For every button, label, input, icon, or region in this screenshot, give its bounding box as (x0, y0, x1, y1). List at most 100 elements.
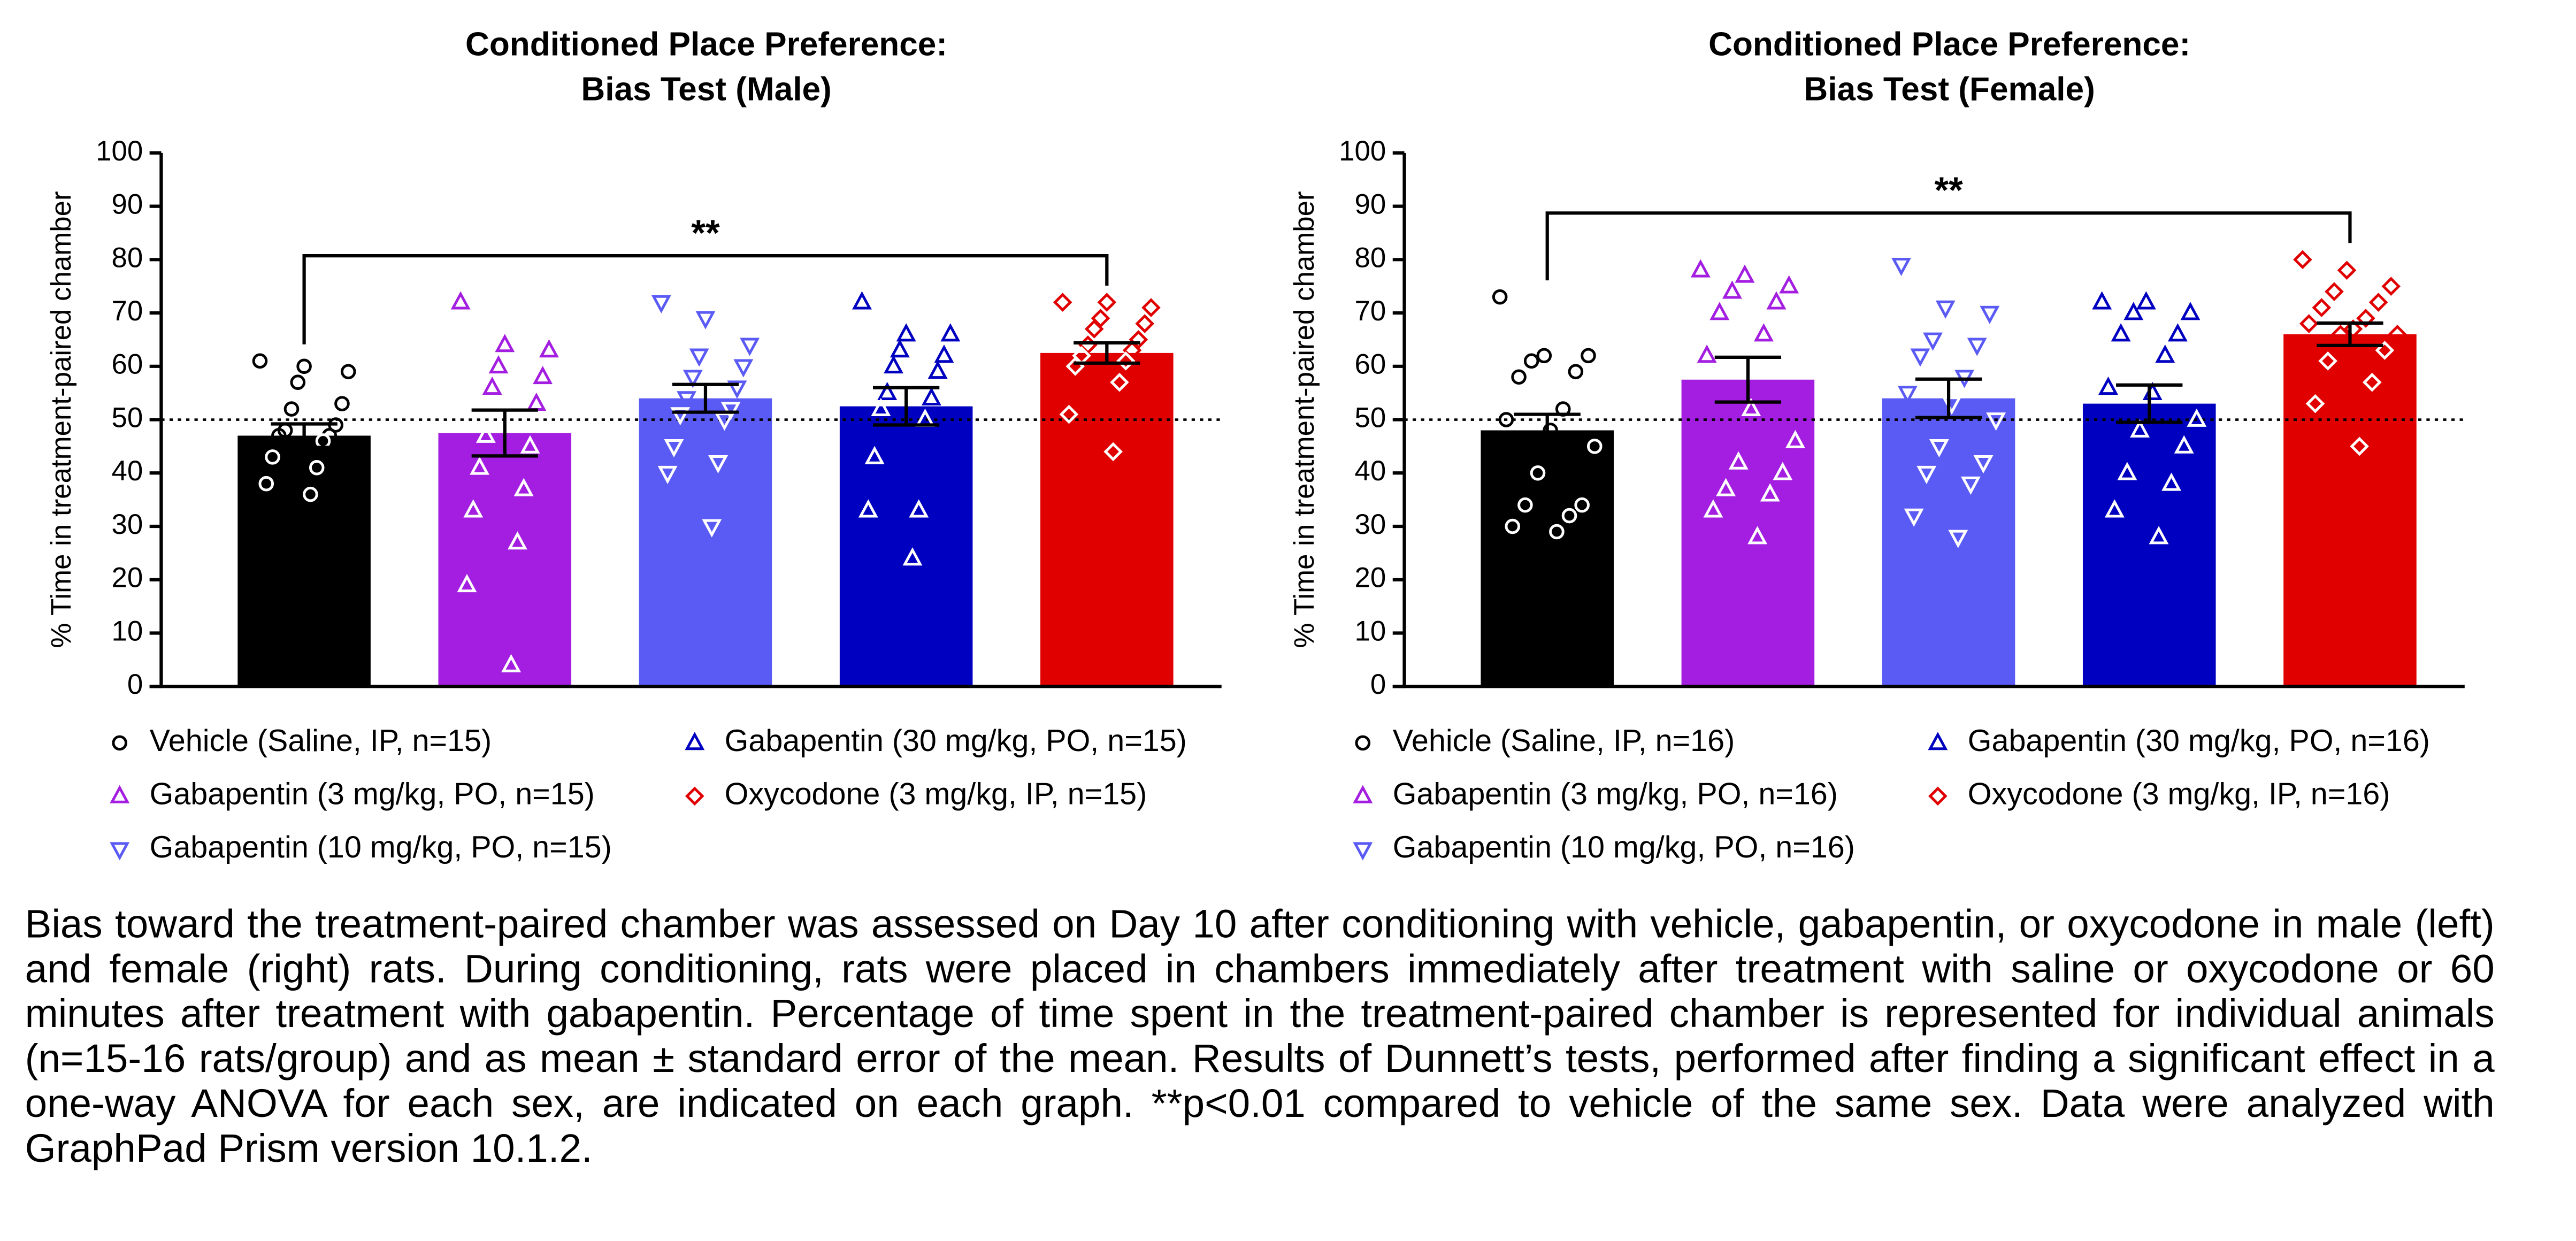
legend-marker (1353, 842, 1373, 861)
data-point (1897, 386, 1918, 404)
data-point (1747, 526, 1768, 545)
data-point (657, 465, 678, 485)
data-point (296, 358, 312, 374)
data-point (1543, 423, 1558, 438)
data-point (309, 460, 325, 476)
significance-bracket (1545, 211, 2352, 281)
data-point (1960, 476, 1981, 495)
data-point (1948, 530, 1968, 548)
data-point (1935, 300, 1956, 319)
y-tick-label: 10 (1355, 615, 1386, 647)
charts: Conditioned Place Preference: Bias Test (… (45, 26, 2465, 864)
bar (639, 398, 772, 687)
data-point (871, 397, 891, 416)
data-point (1891, 257, 1911, 277)
data-point (2136, 291, 2156, 310)
data-point (2174, 435, 2194, 454)
data-point (1084, 319, 1104, 339)
error-bar (2317, 321, 2383, 348)
data-point (1135, 314, 1154, 333)
data-point (1929, 439, 1949, 458)
error-bar (672, 382, 739, 414)
data-point (1910, 348, 1930, 367)
y-tick-label: 20 (111, 562, 143, 594)
data-point (1110, 372, 1129, 392)
data-point (2111, 323, 2131, 342)
data-point (2337, 261, 2357, 280)
data-point (513, 478, 534, 496)
data-point (2375, 341, 2395, 360)
significance-label: ** (691, 213, 720, 254)
data-point (689, 348, 709, 367)
data-point (702, 519, 722, 538)
significance-bracket (302, 254, 1109, 344)
data-point (1517, 497, 1533, 513)
error-bar (1714, 355, 1782, 404)
data-point (1059, 404, 1079, 424)
data-point (1536, 348, 1552, 364)
data-point (2299, 314, 2319, 333)
y-tick-label: 40 (1355, 455, 1386, 487)
caption: Bias toward the treatment-paired chamber… (25, 902, 2495, 1172)
data-point (265, 449, 280, 465)
data-point (1586, 439, 1603, 454)
y-tick-label: 80 (111, 242, 143, 273)
data-point (340, 364, 356, 380)
error-bar (873, 386, 940, 427)
data-point (303, 486, 318, 502)
legend-label: Oxycodone (3 mg/kg, IP, n=15) (725, 777, 1147, 811)
data-point (1716, 478, 1736, 496)
data-point (677, 391, 697, 410)
legend-marker (685, 786, 704, 806)
data-point (1785, 430, 1805, 448)
data-point (2167, 323, 2188, 342)
y-tick-label: 0 (127, 669, 143, 700)
data-point (258, 476, 274, 492)
data-point (2161, 472, 2182, 491)
data-point (896, 323, 916, 342)
data-point (283, 401, 300, 417)
y-tick-label: 80 (1355, 242, 1386, 273)
y-tick-label: 10 (111, 615, 143, 647)
y-tick-label: 60 (111, 349, 143, 380)
legend-marker (1928, 786, 1948, 806)
data-point (2381, 277, 2401, 296)
data-point (2388, 325, 2407, 344)
data-point (1722, 280, 1742, 299)
data-point (1574, 497, 1590, 513)
y-tick-label: 30 (111, 509, 143, 540)
data-point (501, 654, 522, 672)
data-point (1923, 332, 1943, 351)
bar (1040, 353, 1174, 687)
y-tick-label: 90 (1355, 189, 1386, 220)
y-tick-label: 90 (111, 189, 143, 220)
data-point (2117, 462, 2137, 480)
error-bar (271, 422, 338, 449)
data-point (720, 402, 741, 420)
data-point (708, 455, 729, 474)
bar (1481, 430, 1614, 687)
data-point (1703, 499, 1723, 518)
data-point (2123, 302, 2144, 320)
data-point (2092, 291, 2112, 310)
legend-label: Gabapentin (30 mg/kg, PO, n=15) (725, 724, 1187, 758)
data-point (934, 344, 954, 363)
data-point (1523, 353, 1539, 369)
data-point (539, 339, 559, 358)
data-point (290, 374, 306, 390)
data-point (1116, 351, 1136, 371)
legend-marker (685, 732, 705, 750)
y-tick-label: 100 (96, 135, 143, 167)
data-point (1561, 508, 1577, 524)
chart-title: Bias Test (Male) (581, 71, 831, 108)
data-point (2350, 436, 2369, 456)
data-point (1973, 455, 1994, 474)
data-point (526, 392, 547, 411)
legend-marker (1928, 732, 1948, 750)
data-point (1728, 451, 1749, 470)
data-point (921, 387, 941, 406)
data-point (1103, 442, 1123, 462)
data-point (470, 456, 490, 475)
bar (237, 435, 371, 687)
